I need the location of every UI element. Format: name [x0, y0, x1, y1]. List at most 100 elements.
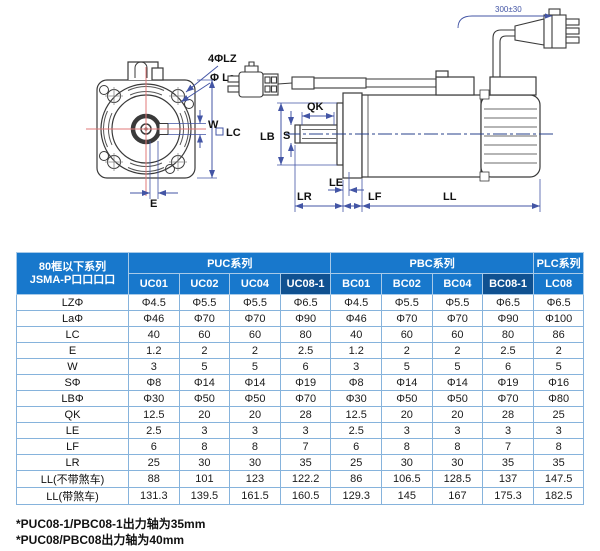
- spec-cell: 60: [178, 326, 231, 343]
- spec-cell: 6: [279, 358, 332, 375]
- spec-cell: Φ70: [431, 310, 484, 327]
- series-header-row: 80框以下系列 JSMA-P口口口口 PUC系列 PBC系列 PLC系列: [16, 252, 585, 295]
- spec-cell: 12.5: [128, 406, 180, 423]
- spec-cell: 175.3: [482, 487, 534, 505]
- spec-cell: 2: [532, 342, 585, 359]
- spec-cell: Φ5.5: [381, 294, 433, 311]
- spec-cell: Φ90: [279, 310, 332, 327]
- dim-label-cable: 300±30: [495, 5, 522, 14]
- spec-cell: 80: [482, 326, 534, 343]
- group-header-pbc: PBC系列: [330, 252, 534, 274]
- column-header: UC01: [128, 273, 180, 295]
- table-row: LL(不带煞车) 88 101 123 122.2 86 106.5 128.5 137 147.…: [16, 470, 585, 488]
- side-view: [294, 70, 541, 182]
- spec-cell: 3: [532, 422, 585, 439]
- column-header: BC02: [381, 273, 433, 295]
- row-label: QK: [16, 406, 129, 423]
- spec-cell: 3: [330, 358, 383, 375]
- spec-cell: 30: [229, 454, 281, 471]
- spec-cell: 5: [532, 358, 585, 375]
- spec-cell: Φ14: [178, 374, 231, 391]
- spec-cell: 40: [330, 326, 383, 343]
- row-label: LR: [16, 454, 129, 471]
- spec-cell: Φ14: [229, 374, 281, 391]
- table-row: LaΦ Φ46 Φ70 Φ70 Φ90 Φ46 Φ70 Φ70 Φ90 Φ100: [16, 310, 585, 327]
- spec-cell: 12.5: [330, 406, 383, 423]
- spec-cell: 123: [229, 470, 281, 488]
- spec-cell: Φ30: [128, 390, 180, 407]
- row-label: LZΦ: [16, 294, 129, 311]
- spec-cell: Φ70: [229, 310, 281, 327]
- spec-cell: 7: [482, 438, 534, 455]
- spec-cell: 5: [229, 358, 281, 375]
- spec-cell: Φ5.5: [229, 294, 281, 311]
- row-label: E: [16, 342, 129, 359]
- spec-cell: 2: [229, 342, 281, 359]
- spec-cell: Φ80: [532, 390, 585, 407]
- row-label: LBΦ: [16, 390, 129, 407]
- spec-cell: 86: [330, 470, 383, 488]
- row-label: W: [16, 358, 129, 375]
- dim-label-le: LE: [329, 177, 343, 189]
- spec-cell: 5: [178, 358, 231, 375]
- spec-cell: 20: [381, 406, 433, 423]
- spec-cell: 3: [431, 422, 484, 439]
- power-cable-connector: [227, 61, 436, 98]
- row-label: LL(带煞车): [16, 487, 129, 505]
- spec-cell: Φ4.5: [128, 294, 180, 311]
- spec-cell: 3: [178, 422, 231, 439]
- row-label: LE: [16, 422, 129, 439]
- spec-cell: 20: [229, 406, 281, 423]
- spec-cell: 25: [128, 454, 180, 471]
- spec-cell: 20: [431, 406, 484, 423]
- spec-cell: Φ19: [482, 374, 534, 391]
- side-dimensions: [277, 102, 541, 212]
- spec-cell: Φ4.5: [330, 294, 383, 311]
- diagram-svg: 4ΦLZ Φ La W LC E: [86, 5, 580, 212]
- spec-cell: 8: [229, 438, 281, 455]
- spec-cell: 167: [431, 487, 484, 505]
- spec-cell: Φ50: [381, 390, 433, 407]
- spec-cell: Φ19: [279, 374, 332, 391]
- spec-cell: Φ70: [178, 310, 231, 327]
- table-row: LL(带煞车) 131.3 139.5 161.5 160.5 129.3 145 167 17…: [16, 487, 585, 505]
- group-header-plc: PLC系列: [532, 252, 585, 274]
- spec-cell: 35: [532, 454, 585, 471]
- spec-cell: 8: [381, 438, 433, 455]
- spec-cell: 128.5: [431, 470, 484, 488]
- spec-cell: 60: [381, 326, 433, 343]
- dim-label-lr: LR: [297, 191, 312, 203]
- spec-cell: Φ8: [330, 374, 383, 391]
- spec-cell: Φ14: [381, 374, 433, 391]
- row-label: LF: [16, 438, 129, 455]
- spec-cell: 3: [128, 358, 180, 375]
- column-header: UC04: [229, 273, 281, 295]
- row-label: LaΦ: [16, 310, 129, 327]
- column-header: BC01: [330, 273, 383, 295]
- spec-cell: 6: [128, 438, 180, 455]
- spec-cell: 20: [178, 406, 231, 423]
- dim-label-w: W: [208, 119, 219, 131]
- spec-cell: 60: [229, 326, 281, 343]
- spec-cell: 2.5: [128, 422, 180, 439]
- spec-cell: 145: [381, 487, 433, 505]
- spec-cell: 3: [482, 422, 534, 439]
- spec-cell: 8: [178, 438, 231, 455]
- spec-cell: 3: [279, 422, 332, 439]
- dim-label-qk: QK: [307, 101, 324, 113]
- spec-cell: 5: [381, 358, 433, 375]
- spec-cell: Φ14: [431, 374, 484, 391]
- dim-label-s: S: [283, 130, 290, 142]
- spec-cell: 40: [128, 326, 180, 343]
- model-header-row: UC01 UC02 UC04 UC08-1 BC01 BC02 BC04 BC0…: [17, 273, 585, 295]
- spec-cell: 129.3: [330, 487, 383, 505]
- spec-cell: Φ50: [178, 390, 231, 407]
- spec-cell: Φ5.5: [431, 294, 484, 311]
- spec-cell: 2: [178, 342, 231, 359]
- spec-cell: Φ70: [482, 390, 534, 407]
- spec-cell: 131.3: [128, 487, 180, 505]
- footnotes: *PUC08-1/PBC08-1出力轴为35mm *PUC08/PBC08出力轴…: [16, 516, 205, 548]
- footnote-2: *PUC08/PBC08出力轴为40mm: [16, 533, 185, 547]
- motor-dimension-diagram: 4ΦLZ Φ La W LC E: [0, 0, 600, 250]
